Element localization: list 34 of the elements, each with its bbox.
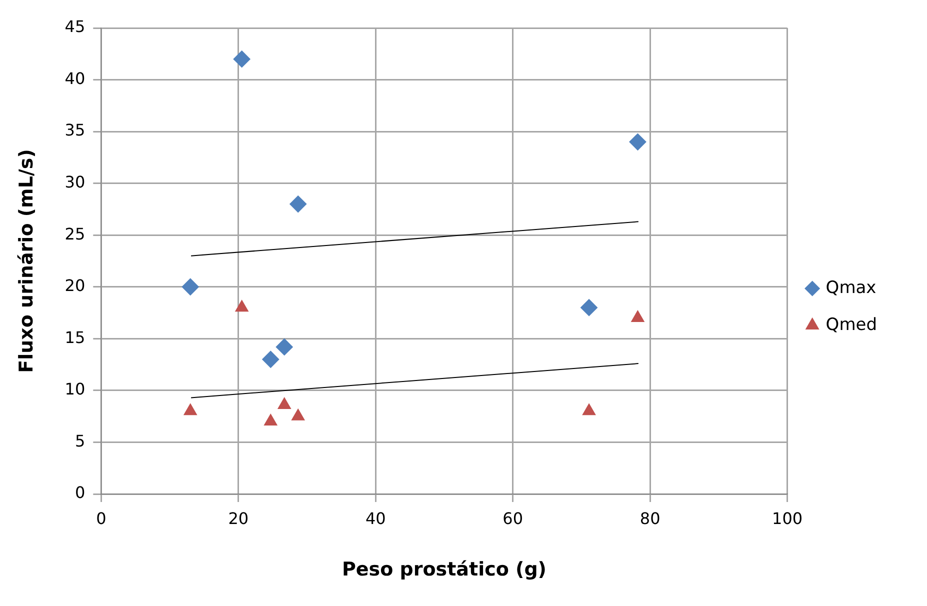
point — [292, 408, 305, 420]
point — [184, 404, 197, 416]
y-tick-label: 45 — [64, 17, 86, 36]
y-tick-label: 30 — [64, 172, 86, 192]
x-tick-label: 60 — [502, 508, 524, 528]
point — [278, 397, 291, 409]
point — [233, 50, 250, 68]
x-tick-label: 20 — [228, 508, 249, 528]
y-tick-label: 35 — [64, 120, 86, 140]
point — [262, 350, 280, 368]
point — [580, 299, 598, 316]
legend-label: Qmed — [826, 314, 878, 335]
legend-label: Qmax — [826, 278, 876, 298]
x-axis-title: Peso prostático (g) — [342, 558, 546, 581]
point — [235, 300, 248, 312]
y-tick-label: 10 — [64, 380, 86, 399]
y-tick-label: 40 — [64, 68, 86, 88]
point — [629, 133, 646, 150]
y-tick-label: 20 — [64, 276, 86, 296]
x-tick-label: 40 — [365, 508, 386, 528]
point — [631, 310, 644, 322]
y-tick-label: 5 — [74, 431, 86, 450]
point — [276, 338, 293, 356]
point — [582, 404, 596, 416]
x-tick-label: 80 — [640, 508, 660, 528]
y-tick-label: 0 — [74, 483, 86, 502]
x-tick-label: 100 — [772, 508, 803, 528]
point — [290, 196, 307, 213]
y-axis-title: Fluxo urinário (mL/s) — [15, 149, 38, 373]
point — [264, 414, 278, 426]
point — [182, 278, 199, 296]
x-tick-label: 0 — [96, 508, 106, 528]
y-tick-label: 25 — [64, 224, 86, 244]
y-tick-label: 15 — [64, 328, 86, 347]
